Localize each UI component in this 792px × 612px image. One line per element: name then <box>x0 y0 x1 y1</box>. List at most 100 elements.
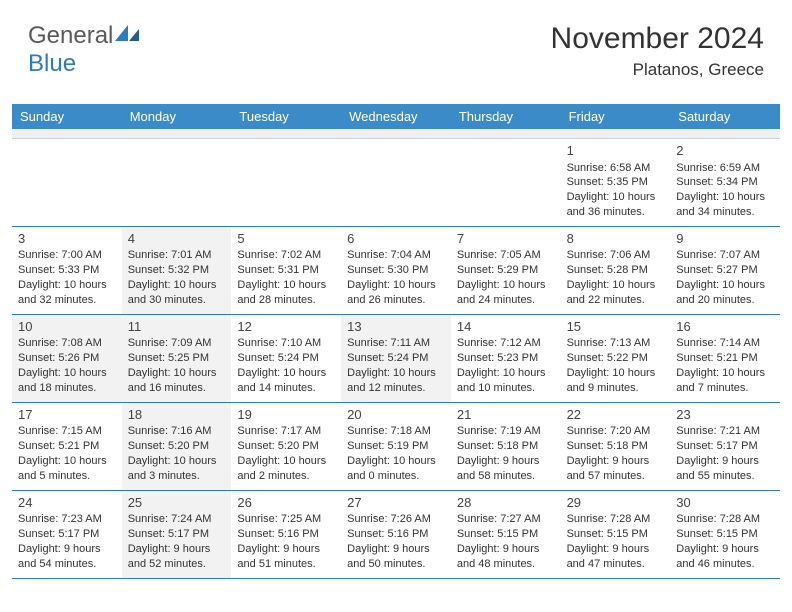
calendar-cell: 19Sunrise: 7:17 AMSunset: 5:20 PMDayligh… <box>231 403 341 490</box>
sunset-text: Sunset: 5:24 PM <box>347 351 445 366</box>
sunrise-text: Sunrise: 7:04 AM <box>347 248 445 263</box>
daylight-text: Daylight: 10 hours and 34 minutes. <box>676 190 774 220</box>
daylight-text: Daylight: 10 hours and 26 minutes. <box>347 278 445 308</box>
sunrise-text: Sunrise: 7:00 AM <box>18 248 116 263</box>
sunset-text: Sunset: 5:26 PM <box>18 351 116 366</box>
day-header-friday: Friday <box>561 104 671 129</box>
sunset-text: Sunset: 5:15 PM <box>567 527 665 542</box>
day-number: 20 <box>347 406 445 424</box>
daylight-text: Daylight: 10 hours and 5 minutes. <box>18 454 116 484</box>
day-number: 15 <box>567 318 665 336</box>
header: General November 2024 Platanos, Greece <box>0 0 792 86</box>
calendar-cell: 27Sunrise: 7:26 AMSunset: 5:16 PMDayligh… <box>341 491 451 578</box>
calendar-cell: 2Sunrise: 6:59 AMSunset: 5:34 PMDaylight… <box>670 139 780 226</box>
daylight-text: Daylight: 10 hours and 24 minutes. <box>457 278 555 308</box>
daylight-text: Daylight: 9 hours and 55 minutes. <box>676 454 774 484</box>
sunrise-text: Sunrise: 6:58 AM <box>567 161 665 176</box>
calendar-cell: 24Sunrise: 7:23 AMSunset: 5:17 PMDayligh… <box>12 491 122 578</box>
day-number: 5 <box>237 230 335 248</box>
calendar-cell: 26Sunrise: 7:25 AMSunset: 5:16 PMDayligh… <box>231 491 341 578</box>
sunrise-text: Sunrise: 7:13 AM <box>567 336 665 351</box>
sunrise-text: Sunrise: 7:18 AM <box>347 424 445 439</box>
calendar-cell: 13Sunrise: 7:11 AMSunset: 5:24 PMDayligh… <box>341 315 451 402</box>
week-row: 3Sunrise: 7:00 AMSunset: 5:33 PMDaylight… <box>12 227 780 315</box>
week-row: 10Sunrise: 7:08 AMSunset: 5:26 PMDayligh… <box>12 315 780 403</box>
sunrise-text: Sunrise: 7:17 AM <box>237 424 335 439</box>
daylight-text: Daylight: 9 hours and 51 minutes. <box>237 542 335 572</box>
logo-sail-icon <box>115 25 141 48</box>
calendar-cell: 16Sunrise: 7:14 AMSunset: 5:21 PMDayligh… <box>670 315 780 402</box>
sunrise-text: Sunrise: 7:27 AM <box>457 512 555 527</box>
day-number: 23 <box>676 406 774 424</box>
title-block: November 2024 Platanos, Greece <box>551 22 764 80</box>
daylight-text: Daylight: 10 hours and 18 minutes. <box>18 366 116 396</box>
day-number: 21 <box>457 406 555 424</box>
day-header-thursday: Thursday <box>451 104 561 129</box>
calendar-cell: 21Sunrise: 7:19 AMSunset: 5:18 PMDayligh… <box>451 403 561 490</box>
daylight-text: Daylight: 10 hours and 9 minutes. <box>567 366 665 396</box>
calendar-cell: 17Sunrise: 7:15 AMSunset: 5:21 PMDayligh… <box>12 403 122 490</box>
day-number: 24 <box>18 494 116 512</box>
month-title: November 2024 <box>551 22 764 56</box>
day-number: 28 <box>457 494 555 512</box>
sunset-text: Sunset: 5:18 PM <box>457 439 555 454</box>
calendar-cell: 1Sunrise: 6:58 AMSunset: 5:35 PMDaylight… <box>561 139 671 226</box>
daylight-text: Daylight: 10 hours and 16 minutes. <box>128 366 226 396</box>
calendar-cell: 10Sunrise: 7:08 AMSunset: 5:26 PMDayligh… <box>12 315 122 402</box>
sunset-text: Sunset: 5:19 PM <box>347 439 445 454</box>
calendar-cell: 12Sunrise: 7:10 AMSunset: 5:24 PMDayligh… <box>231 315 341 402</box>
day-number: 30 <box>676 494 774 512</box>
day-number: 18 <box>128 406 226 424</box>
daylight-text: Daylight: 10 hours and 36 minutes. <box>567 190 665 220</box>
sunset-text: Sunset: 5:21 PM <box>18 439 116 454</box>
sunrise-text: Sunrise: 7:06 AM <box>567 248 665 263</box>
sunrise-text: Sunrise: 7:16 AM <box>128 424 226 439</box>
calendar-cell: 23Sunrise: 7:21 AMSunset: 5:17 PMDayligh… <box>670 403 780 490</box>
sunrise-text: Sunrise: 7:11 AM <box>347 336 445 351</box>
logo-text-blue: Blue <box>28 50 76 77</box>
day-header-sunday: Sunday <box>12 104 122 129</box>
day-number: 22 <box>567 406 665 424</box>
calendar-cell-blank <box>451 139 561 226</box>
calendar-cell-blank <box>341 139 451 226</box>
calendar-cell-blank <box>231 139 341 226</box>
day-header-wednesday: Wednesday <box>341 104 451 129</box>
sunset-text: Sunset: 5:17 PM <box>128 527 226 542</box>
day-number: 6 <box>347 230 445 248</box>
calendar-cell: 11Sunrise: 7:09 AMSunset: 5:25 PMDayligh… <box>122 315 232 402</box>
day-number: 29 <box>567 494 665 512</box>
sunset-text: Sunset: 5:20 PM <box>128 439 226 454</box>
sunset-text: Sunset: 5:15 PM <box>457 527 555 542</box>
sunrise-text: Sunrise: 7:02 AM <box>237 248 335 263</box>
day-header-saturday: Saturday <box>670 104 780 129</box>
daylight-text: Daylight: 10 hours and 32 minutes. <box>18 278 116 308</box>
day-number: 14 <box>457 318 555 336</box>
sunrise-text: Sunrise: 7:21 AM <box>676 424 774 439</box>
sunrise-text: Sunrise: 7:23 AM <box>18 512 116 527</box>
day-number: 4 <box>128 230 226 248</box>
sunset-text: Sunset: 5:17 PM <box>676 439 774 454</box>
day-header-row: Sunday Monday Tuesday Wednesday Thursday… <box>12 104 780 129</box>
sunset-text: Sunset: 5:23 PM <box>457 351 555 366</box>
sunset-text: Sunset: 5:17 PM <box>18 527 116 542</box>
daylight-text: Daylight: 9 hours and 48 minutes. <box>457 542 555 572</box>
day-number: 8 <box>567 230 665 248</box>
day-number: 13 <box>347 318 445 336</box>
daylight-text: Daylight: 9 hours and 47 minutes. <box>567 542 665 572</box>
calendar-cell: 30Sunrise: 7:28 AMSunset: 5:15 PMDayligh… <box>670 491 780 578</box>
sunset-text: Sunset: 5:35 PM <box>567 175 665 190</box>
calendar-cell: 5Sunrise: 7:02 AMSunset: 5:31 PMDaylight… <box>231 227 341 314</box>
location: Platanos, Greece <box>551 60 764 80</box>
daylight-text: Daylight: 10 hours and 0 minutes. <box>347 454 445 484</box>
day-number: 9 <box>676 230 774 248</box>
day-number: 3 <box>18 230 116 248</box>
daylight-text: Daylight: 9 hours and 50 minutes. <box>347 542 445 572</box>
week-row: 24Sunrise: 7:23 AMSunset: 5:17 PMDayligh… <box>12 491 780 579</box>
sunrise-text: Sunrise: 7:10 AM <box>237 336 335 351</box>
logo-text-general: General <box>28 22 113 50</box>
sunset-text: Sunset: 5:30 PM <box>347 263 445 278</box>
sunset-text: Sunset: 5:24 PM <box>237 351 335 366</box>
daylight-text: Daylight: 10 hours and 10 minutes. <box>457 366 555 396</box>
day-number: 17 <box>18 406 116 424</box>
daylight-text: Daylight: 10 hours and 2 minutes. <box>237 454 335 484</box>
